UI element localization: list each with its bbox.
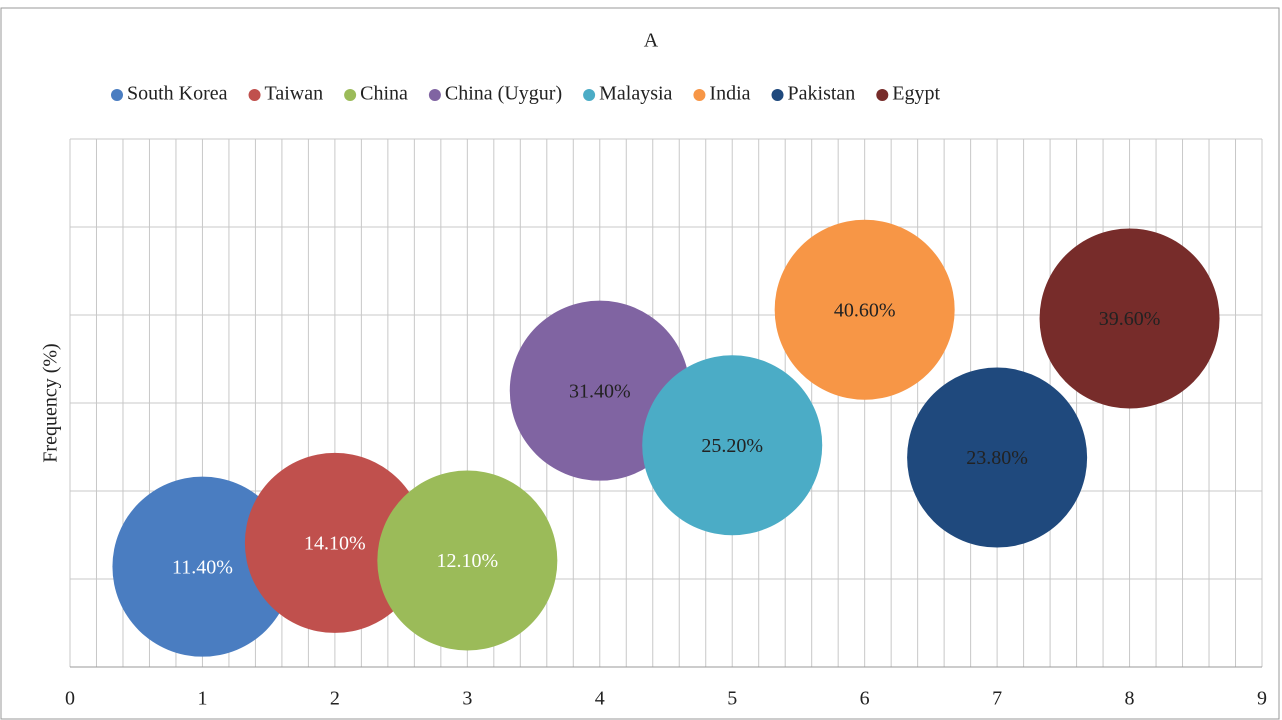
- data-label: 12.10%: [436, 550, 498, 572]
- x-tick-label: 0: [65, 688, 75, 710]
- chart-title: A: [644, 30, 659, 52]
- legend-label: Taiwan: [265, 83, 324, 105]
- x-tick-label: 5: [727, 688, 737, 710]
- legend-swatch: [693, 89, 706, 101]
- y-axis-label: Frequency (%): [40, 343, 62, 462]
- legend-swatch: [248, 89, 261, 101]
- legend-swatch: [344, 89, 357, 101]
- data-label: 25.20%: [701, 435, 763, 457]
- legend-swatch: [428, 89, 441, 101]
- legend-label: China: [360, 83, 408, 105]
- x-tick-label: 8: [1125, 688, 1135, 710]
- data-label: 39.60%: [1099, 308, 1161, 330]
- bubble: [642, 355, 823, 536]
- legend-swatch: [111, 89, 123, 101]
- data-label: 31.40%: [569, 380, 631, 402]
- legend-label: South Korea: [127, 83, 228, 105]
- bubble: [1039, 228, 1220, 409]
- legend-label: India: [709, 83, 750, 105]
- x-tick-label: 3: [462, 688, 472, 710]
- data-label: 23.80%: [966, 447, 1028, 469]
- x-tick-label: 9: [1257, 688, 1267, 710]
- bubble: [244, 452, 425, 633]
- legend-swatch: [771, 89, 784, 101]
- x-tick-label: 6: [860, 688, 870, 710]
- legend-label: Pakistan: [788, 83, 856, 105]
- x-tick-label: 4: [595, 688, 605, 710]
- data-label: 11.40%: [172, 556, 233, 578]
- bubble: [907, 367, 1088, 548]
- legend-swatch: [876, 89, 889, 101]
- x-tick-label: 7: [992, 688, 1002, 710]
- data-label: 14.10%: [304, 533, 366, 555]
- legend-label: China (Uygur): [445, 83, 562, 105]
- x-tick-label: 1: [197, 688, 207, 710]
- legend-swatch: [583, 89, 596, 101]
- x-tick-label: 2: [330, 688, 340, 710]
- legend-label: Egypt: [892, 83, 940, 105]
- legend-label: Malaysia: [599, 83, 672, 105]
- bubble: [377, 470, 558, 651]
- data-label: 40.60%: [834, 299, 896, 321]
- bubble: [774, 219, 955, 400]
